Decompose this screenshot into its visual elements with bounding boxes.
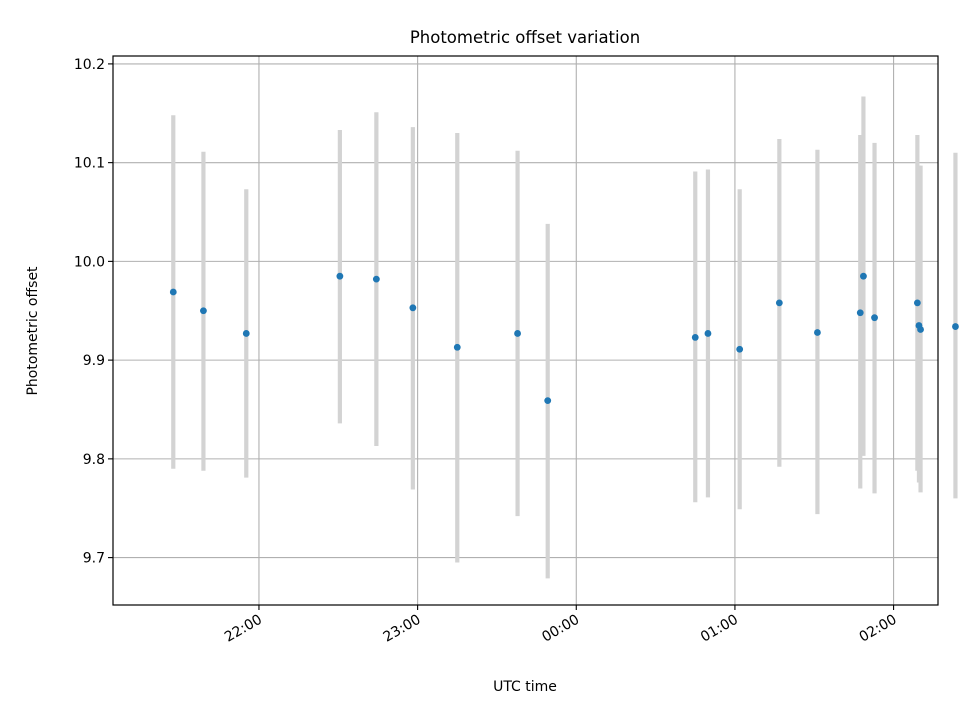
data-points (169, 272, 959, 405)
grid-lines (113, 56, 938, 605)
data-point (514, 330, 521, 337)
data-point (544, 397, 552, 405)
data-point (372, 275, 380, 283)
data-point (775, 299, 783, 307)
data-point (856, 309, 864, 317)
y-tick-label: 10.1 (74, 156, 105, 172)
data-point (913, 299, 921, 307)
data-point (336, 272, 344, 280)
y-tick-label: 10.0 (74, 254, 105, 270)
data-point (917, 326, 924, 333)
data-point (200, 307, 207, 315)
data-point (736, 345, 744, 353)
data-point (169, 288, 177, 296)
data-point (691, 334, 699, 341)
y-tick-label: 10.2 (74, 57, 105, 73)
data-point (453, 343, 461, 351)
data-point (409, 304, 417, 312)
data-point (871, 314, 878, 322)
data-point (704, 330, 712, 337)
x-axis-label: UTC time (493, 679, 557, 695)
data-point (952, 323, 959, 330)
data-point (814, 329, 821, 336)
y-axis-label: Photometric offset (25, 266, 41, 396)
chart-title: Photometric offset variation (410, 28, 640, 47)
plot-frame (112, 55, 939, 606)
y-tick-label: 9.7 (83, 551, 105, 567)
data-point (242, 330, 250, 337)
y-tick-label: 9.8 (83, 452, 105, 468)
y-axis-ticks: 9.7 9.8 9.9 10.0 10.1 10.2 (74, 57, 113, 567)
y-tick-label: 9.9 (83, 353, 105, 369)
data-point (860, 272, 867, 280)
